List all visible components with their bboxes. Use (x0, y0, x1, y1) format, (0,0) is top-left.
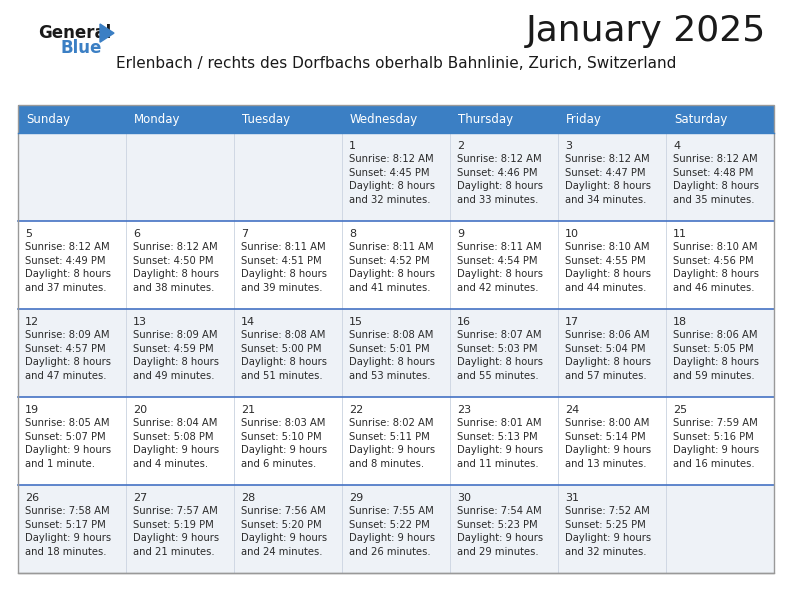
Text: 11: 11 (673, 229, 687, 239)
Text: 10: 10 (565, 229, 579, 239)
Text: 23: 23 (457, 405, 471, 415)
Text: Sunrise: 8:04 AM
Sunset: 5:08 PM
Daylight: 9 hours
and 4 minutes.: Sunrise: 8:04 AM Sunset: 5:08 PM Dayligh… (133, 418, 219, 469)
Text: Sunrise: 8:11 AM
Sunset: 4:51 PM
Daylight: 8 hours
and 39 minutes.: Sunrise: 8:11 AM Sunset: 4:51 PM Dayligh… (241, 242, 327, 293)
Text: Thursday: Thursday (458, 113, 513, 125)
Text: Sunrise: 8:06 AM
Sunset: 5:05 PM
Daylight: 8 hours
and 59 minutes.: Sunrise: 8:06 AM Sunset: 5:05 PM Dayligh… (673, 330, 759, 381)
Text: Sunrise: 7:56 AM
Sunset: 5:20 PM
Daylight: 9 hours
and 24 minutes.: Sunrise: 7:56 AM Sunset: 5:20 PM Dayligh… (241, 506, 327, 557)
Text: Sunrise: 8:09 AM
Sunset: 4:59 PM
Daylight: 8 hours
and 49 minutes.: Sunrise: 8:09 AM Sunset: 4:59 PM Dayligh… (133, 330, 219, 381)
Text: Sunrise: 8:12 AM
Sunset: 4:49 PM
Daylight: 8 hours
and 37 minutes.: Sunrise: 8:12 AM Sunset: 4:49 PM Dayligh… (25, 242, 111, 293)
Text: 25: 25 (673, 405, 687, 415)
Text: 5: 5 (25, 229, 32, 239)
Text: Blue: Blue (60, 39, 101, 57)
Text: 24: 24 (565, 405, 579, 415)
Text: 12: 12 (25, 317, 39, 327)
Text: Wednesday: Wednesday (350, 113, 418, 125)
Bar (126, 105, 234, 133)
Bar (666, 105, 774, 133)
Text: Sunday: Sunday (26, 113, 70, 125)
Bar (234, 105, 342, 133)
Text: 2: 2 (457, 141, 464, 151)
Bar (18, 485, 774, 573)
Text: Sunrise: 8:06 AM
Sunset: 5:04 PM
Daylight: 8 hours
and 57 minutes.: Sunrise: 8:06 AM Sunset: 5:04 PM Dayligh… (565, 330, 651, 381)
Text: Sunrise: 8:12 AM
Sunset: 4:47 PM
Daylight: 8 hours
and 34 minutes.: Sunrise: 8:12 AM Sunset: 4:47 PM Dayligh… (565, 154, 651, 205)
Text: 8: 8 (349, 229, 356, 239)
Text: Monday: Monday (134, 113, 181, 125)
Text: General: General (38, 24, 111, 42)
Text: Tuesday: Tuesday (242, 113, 290, 125)
Text: 4: 4 (673, 141, 680, 151)
Text: Sunrise: 8:11 AM
Sunset: 4:54 PM
Daylight: 8 hours
and 42 minutes.: Sunrise: 8:11 AM Sunset: 4:54 PM Dayligh… (457, 242, 543, 293)
Text: 14: 14 (241, 317, 255, 327)
Text: Sunrise: 8:12 AM
Sunset: 4:48 PM
Daylight: 8 hours
and 35 minutes.: Sunrise: 8:12 AM Sunset: 4:48 PM Dayligh… (673, 154, 759, 205)
Text: Sunrise: 8:09 AM
Sunset: 4:57 PM
Daylight: 8 hours
and 47 minutes.: Sunrise: 8:09 AM Sunset: 4:57 PM Dayligh… (25, 330, 111, 381)
Text: Sunrise: 8:12 AM
Sunset: 4:50 PM
Daylight: 8 hours
and 38 minutes.: Sunrise: 8:12 AM Sunset: 4:50 PM Dayligh… (133, 242, 219, 293)
Text: Sunrise: 8:08 AM
Sunset: 5:01 PM
Daylight: 8 hours
and 53 minutes.: Sunrise: 8:08 AM Sunset: 5:01 PM Dayligh… (349, 330, 435, 381)
Text: Sunrise: 8:01 AM
Sunset: 5:13 PM
Daylight: 9 hours
and 11 minutes.: Sunrise: 8:01 AM Sunset: 5:13 PM Dayligh… (457, 418, 543, 469)
Text: Sunrise: 7:59 AM
Sunset: 5:16 PM
Daylight: 9 hours
and 16 minutes.: Sunrise: 7:59 AM Sunset: 5:16 PM Dayligh… (673, 418, 759, 469)
Text: 6: 6 (133, 229, 140, 239)
Text: 31: 31 (565, 493, 579, 503)
Text: 28: 28 (241, 493, 255, 503)
Text: Sunrise: 7:55 AM
Sunset: 5:22 PM
Daylight: 9 hours
and 26 minutes.: Sunrise: 7:55 AM Sunset: 5:22 PM Dayligh… (349, 506, 435, 557)
Bar (18, 133, 774, 221)
Text: Sunrise: 8:08 AM
Sunset: 5:00 PM
Daylight: 8 hours
and 51 minutes.: Sunrise: 8:08 AM Sunset: 5:00 PM Dayligh… (241, 330, 327, 381)
Text: January 2025: January 2025 (526, 14, 766, 48)
Text: 16: 16 (457, 317, 471, 327)
Text: 3: 3 (565, 141, 572, 151)
Text: 18: 18 (673, 317, 687, 327)
Text: Saturday: Saturday (674, 113, 727, 125)
Text: Sunrise: 8:10 AM
Sunset: 4:56 PM
Daylight: 8 hours
and 46 minutes.: Sunrise: 8:10 AM Sunset: 4:56 PM Dayligh… (673, 242, 759, 293)
Text: 30: 30 (457, 493, 471, 503)
Bar (18, 309, 774, 397)
Text: Sunrise: 8:11 AM
Sunset: 4:52 PM
Daylight: 8 hours
and 41 minutes.: Sunrise: 8:11 AM Sunset: 4:52 PM Dayligh… (349, 242, 435, 293)
Polygon shape (100, 24, 114, 42)
Text: 27: 27 (133, 493, 147, 503)
Text: Friday: Friday (566, 113, 602, 125)
Text: Sunrise: 7:54 AM
Sunset: 5:23 PM
Daylight: 9 hours
and 29 minutes.: Sunrise: 7:54 AM Sunset: 5:23 PM Dayligh… (457, 506, 543, 557)
Text: 20: 20 (133, 405, 147, 415)
Text: Erlenbach / rechts des Dorfbachs oberhalb Bahnlinie, Zurich, Switzerland: Erlenbach / rechts des Dorfbachs oberhal… (116, 56, 676, 71)
Text: Sunrise: 8:10 AM
Sunset: 4:55 PM
Daylight: 8 hours
and 44 minutes.: Sunrise: 8:10 AM Sunset: 4:55 PM Dayligh… (565, 242, 651, 293)
Bar (18, 105, 774, 573)
Bar (558, 105, 666, 133)
Text: Sunrise: 8:07 AM
Sunset: 5:03 PM
Daylight: 8 hours
and 55 minutes.: Sunrise: 8:07 AM Sunset: 5:03 PM Dayligh… (457, 330, 543, 381)
Text: Sunrise: 8:00 AM
Sunset: 5:14 PM
Daylight: 9 hours
and 13 minutes.: Sunrise: 8:00 AM Sunset: 5:14 PM Dayligh… (565, 418, 651, 469)
Text: 7: 7 (241, 229, 248, 239)
Text: Sunrise: 8:12 AM
Sunset: 4:45 PM
Daylight: 8 hours
and 32 minutes.: Sunrise: 8:12 AM Sunset: 4:45 PM Dayligh… (349, 154, 435, 205)
Text: 21: 21 (241, 405, 255, 415)
Bar (18, 397, 774, 485)
Text: 29: 29 (349, 493, 364, 503)
Bar (342, 105, 450, 133)
Text: 26: 26 (25, 493, 39, 503)
Text: Sunrise: 8:12 AM
Sunset: 4:46 PM
Daylight: 8 hours
and 33 minutes.: Sunrise: 8:12 AM Sunset: 4:46 PM Dayligh… (457, 154, 543, 205)
Text: 22: 22 (349, 405, 364, 415)
Text: Sunrise: 7:52 AM
Sunset: 5:25 PM
Daylight: 9 hours
and 32 minutes.: Sunrise: 7:52 AM Sunset: 5:25 PM Dayligh… (565, 506, 651, 557)
Text: 19: 19 (25, 405, 39, 415)
Text: 17: 17 (565, 317, 579, 327)
Bar (18, 105, 126, 133)
Text: Sunrise: 8:03 AM
Sunset: 5:10 PM
Daylight: 9 hours
and 6 minutes.: Sunrise: 8:03 AM Sunset: 5:10 PM Dayligh… (241, 418, 327, 469)
Text: Sunrise: 8:05 AM
Sunset: 5:07 PM
Daylight: 9 hours
and 1 minute.: Sunrise: 8:05 AM Sunset: 5:07 PM Dayligh… (25, 418, 111, 469)
Text: 13: 13 (133, 317, 147, 327)
Text: Sunrise: 7:57 AM
Sunset: 5:19 PM
Daylight: 9 hours
and 21 minutes.: Sunrise: 7:57 AM Sunset: 5:19 PM Dayligh… (133, 506, 219, 557)
Text: 9: 9 (457, 229, 464, 239)
Text: 1: 1 (349, 141, 356, 151)
Text: Sunrise: 7:58 AM
Sunset: 5:17 PM
Daylight: 9 hours
and 18 minutes.: Sunrise: 7:58 AM Sunset: 5:17 PM Dayligh… (25, 506, 111, 557)
Bar (450, 105, 558, 133)
Text: 15: 15 (349, 317, 363, 327)
Text: Sunrise: 8:02 AM
Sunset: 5:11 PM
Daylight: 9 hours
and 8 minutes.: Sunrise: 8:02 AM Sunset: 5:11 PM Dayligh… (349, 418, 435, 469)
Bar (18, 221, 774, 309)
